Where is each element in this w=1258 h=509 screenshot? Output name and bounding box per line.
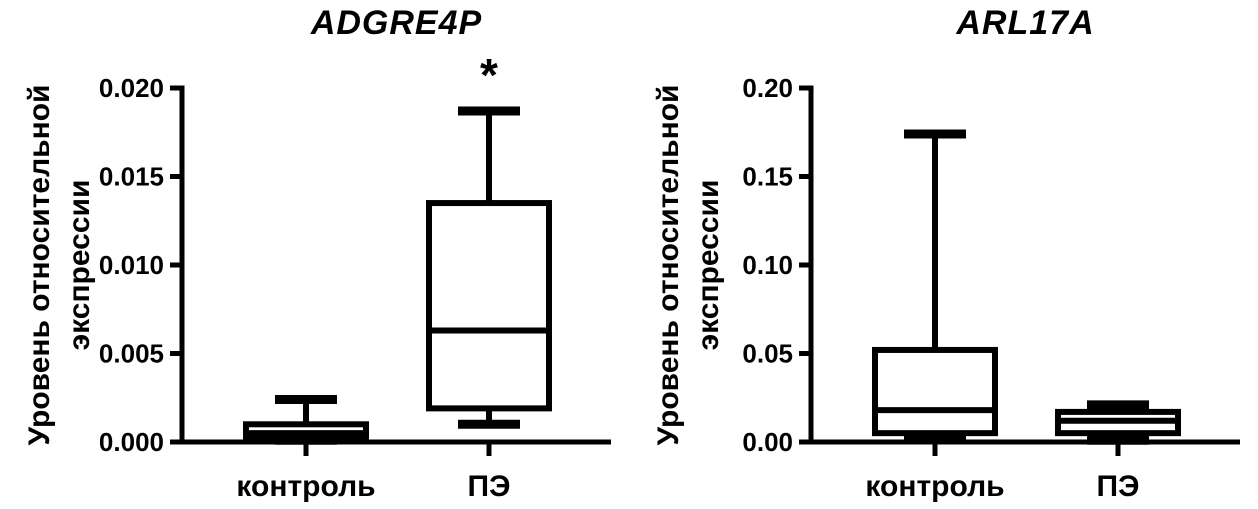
boxplot-svg-adgre4p: 0.000 0.005 0.010 0.015 0.020 контроль ПЭ * [99,49,611,503]
category-label: контроль [865,470,1004,503]
box-rect [872,346,998,437]
box-rect [426,200,552,412]
chart-title-arl17a: ARL17A [956,4,1095,42]
panel-arl17a: ARL17A Уровень относительной экспрессии … [629,0,1258,509]
y-tick-label: 0.000 [99,427,164,457]
y-tick-label: 0.05 [742,339,793,369]
y-tick-label: 0.00 [742,427,793,457]
y-tick-label: 0.10 [742,250,793,280]
panel-adgre4p: ADGRE4P Уровень относительной экспрессии… [23,4,611,503]
y-tick-label: 0.010 [99,250,164,280]
chart-title-adgre4p: ADGRE4P [310,4,483,42]
boxplot-svg-arl17a: 0.00 0.05 0.10 0.15 0.20 контроль ПЭ [742,73,1240,503]
category-label: ПЭ [468,470,511,503]
category-label: контроль [236,470,375,503]
significance-asterisk: * [480,49,498,101]
y-tick-label: 0.015 [99,162,164,192]
y-tick-label: 0.005 [99,339,164,369]
y-tick-label: 0.15 [742,162,793,192]
y-tick-label: 0.20 [742,73,793,103]
y-tick-label: 0.020 [99,73,164,103]
category-label: ПЭ [1097,470,1140,503]
